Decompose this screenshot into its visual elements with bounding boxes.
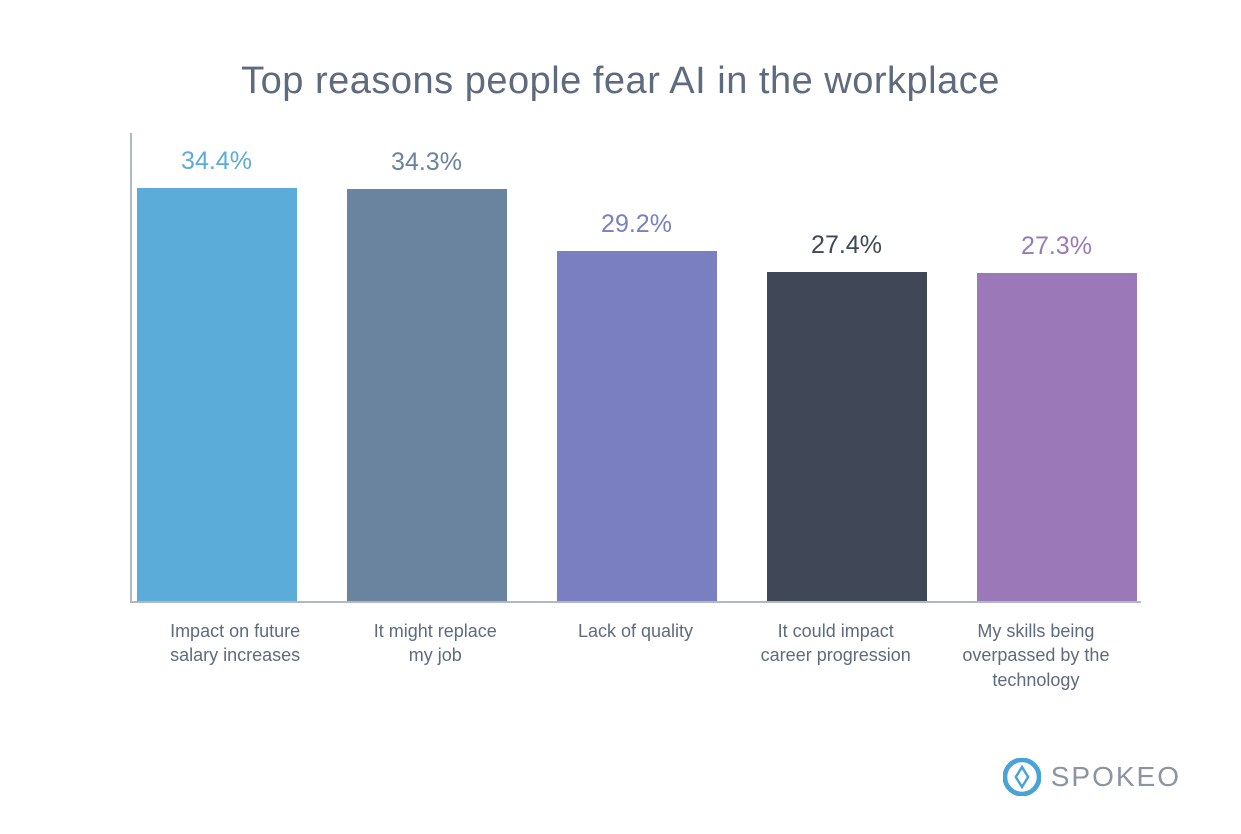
bar-group: 34.4% [137, 147, 297, 601]
brand-logo-text: SPOKEO [1051, 761, 1181, 793]
bar-value-label: 27.4% [811, 231, 882, 260]
bar-value-label: 29.2% [601, 210, 672, 239]
bar-group: 34.3% [347, 148, 507, 601]
bar [977, 273, 1137, 601]
bars-area: 34.4% 34.3% 29.2% 27.4% 27.3% [130, 133, 1141, 603]
x-axis-label: Lack of quality [560, 619, 710, 692]
bar [767, 272, 927, 601]
x-axis-labels: Impact on future salary increases It mig… [130, 619, 1141, 692]
chart-title: Top reasons people fear AI in the workpl… [60, 60, 1181, 103]
spokeo-logo-icon [1003, 758, 1041, 796]
bar [137, 188, 297, 601]
bar-value-label: 34.4% [181, 147, 252, 176]
brand-logo: SPOKEO [1003, 758, 1181, 796]
bar [347, 189, 507, 601]
x-axis-label: Impact on future salary increases [160, 619, 310, 692]
chart-container: Top reasons people fear AI in the workpl… [0, 0, 1241, 834]
x-axis-label: It could impact career progression [761, 619, 911, 692]
x-axis-label: My skills being overpassed by the techno… [961, 619, 1111, 692]
bar-value-label: 27.3% [1021, 232, 1092, 261]
bar-group: 27.4% [767, 231, 927, 601]
bar [557, 251, 717, 601]
bar-value-label: 34.3% [391, 148, 462, 177]
bar-group: 27.3% [977, 232, 1137, 601]
bar-group: 29.2% [557, 210, 717, 601]
x-axis-label: It might replace my job [360, 619, 510, 692]
